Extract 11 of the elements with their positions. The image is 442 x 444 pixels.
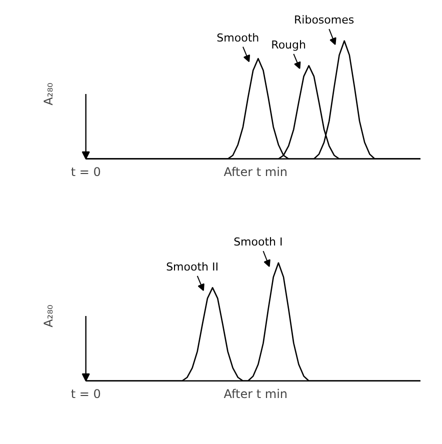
text: After t min — [224, 386, 288, 401]
legend-label: Rough — [271, 38, 306, 52]
text: After t min — [224, 164, 288, 179]
series-label: Ribosomes — [294, 14, 354, 27]
series-label: Smooth I — [234, 236, 283, 249]
series-label: Smooth II — [166, 260, 219, 274]
series-label: Smooth — [216, 31, 260, 44]
text: t = 0 — [70, 386, 101, 401]
y-axis-title: A₂₈₀ — [42, 304, 56, 328]
text: t = 0 — [70, 164, 101, 179]
y-axis-title: A₂₈₀ — [42, 82, 56, 106]
